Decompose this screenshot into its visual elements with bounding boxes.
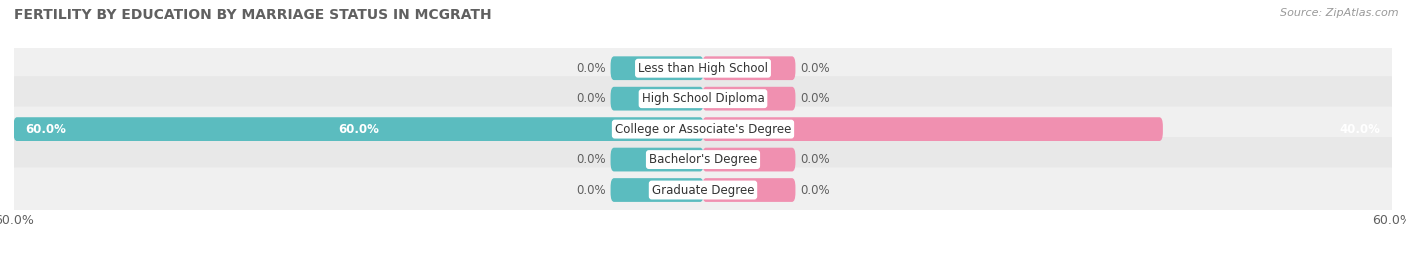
FancyBboxPatch shape xyxy=(703,178,796,202)
Text: Graduate Degree: Graduate Degree xyxy=(652,183,754,197)
FancyBboxPatch shape xyxy=(14,117,703,141)
FancyBboxPatch shape xyxy=(703,117,1163,141)
FancyBboxPatch shape xyxy=(703,56,796,80)
FancyBboxPatch shape xyxy=(11,107,1395,152)
FancyBboxPatch shape xyxy=(610,178,703,202)
FancyBboxPatch shape xyxy=(11,46,1395,91)
Text: High School Diploma: High School Diploma xyxy=(641,92,765,105)
Text: 0.0%: 0.0% xyxy=(576,92,606,105)
Text: 0.0%: 0.0% xyxy=(800,92,830,105)
FancyBboxPatch shape xyxy=(610,148,703,171)
FancyBboxPatch shape xyxy=(11,137,1395,182)
Text: 60.0%: 60.0% xyxy=(25,123,66,136)
Text: College or Associate's Degree: College or Associate's Degree xyxy=(614,123,792,136)
FancyBboxPatch shape xyxy=(703,148,796,171)
Text: Source: ZipAtlas.com: Source: ZipAtlas.com xyxy=(1281,8,1399,18)
Text: 0.0%: 0.0% xyxy=(576,183,606,197)
FancyBboxPatch shape xyxy=(610,87,703,111)
Text: 0.0%: 0.0% xyxy=(576,62,606,75)
FancyBboxPatch shape xyxy=(610,56,703,80)
Text: 0.0%: 0.0% xyxy=(800,153,830,166)
FancyBboxPatch shape xyxy=(11,168,1395,213)
Text: Less than High School: Less than High School xyxy=(638,62,768,75)
Text: FERTILITY BY EDUCATION BY MARRIAGE STATUS IN MCGRATH: FERTILITY BY EDUCATION BY MARRIAGE STATU… xyxy=(14,8,492,22)
FancyBboxPatch shape xyxy=(11,76,1395,121)
Text: 40.0%: 40.0% xyxy=(1340,123,1381,136)
Text: 60.0%: 60.0% xyxy=(337,123,380,136)
Text: Bachelor's Degree: Bachelor's Degree xyxy=(650,153,756,166)
Text: 0.0%: 0.0% xyxy=(800,62,830,75)
FancyBboxPatch shape xyxy=(703,87,796,111)
Text: 0.0%: 0.0% xyxy=(576,153,606,166)
Text: 0.0%: 0.0% xyxy=(800,183,830,197)
